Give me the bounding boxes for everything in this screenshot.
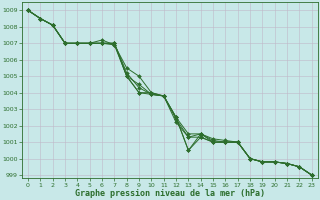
- X-axis label: Graphe pression niveau de la mer (hPa): Graphe pression niveau de la mer (hPa): [75, 189, 265, 198]
